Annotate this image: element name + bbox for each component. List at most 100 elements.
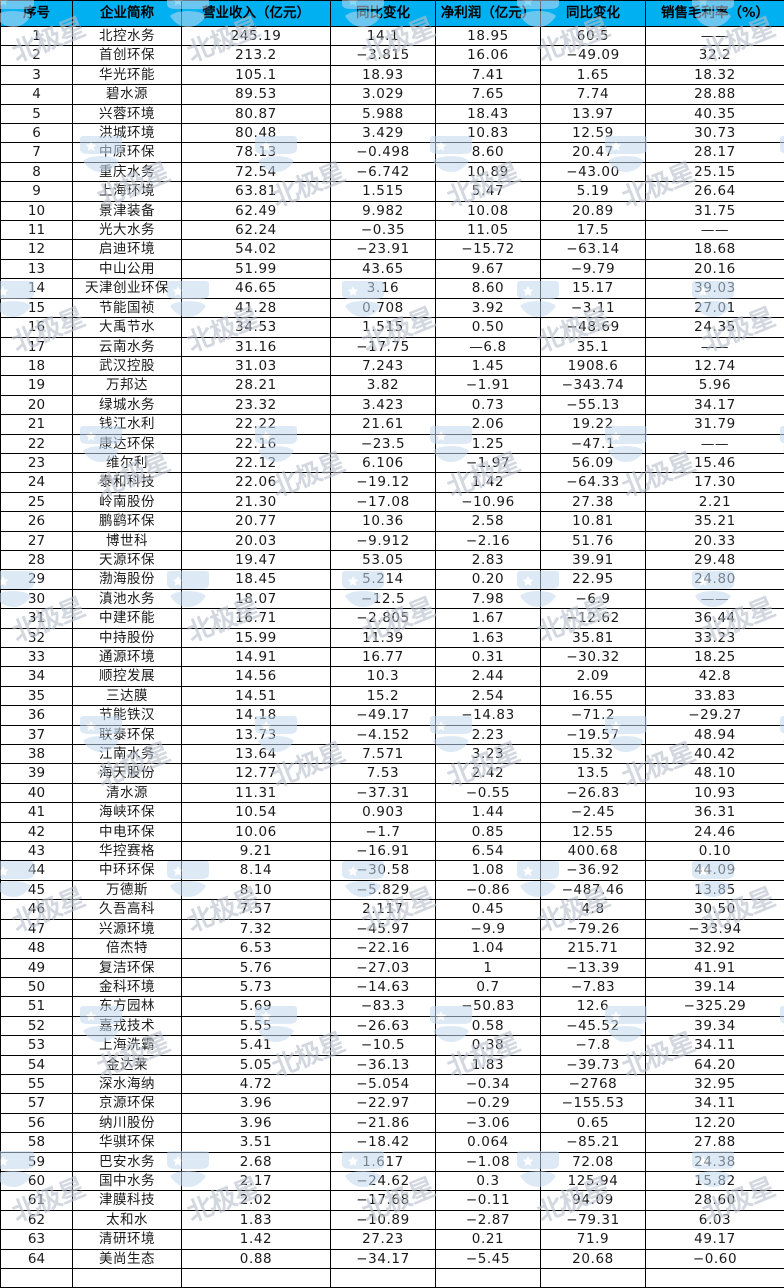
cell-profit-change: 22.95 (541, 570, 646, 589)
cell-net-profit: 1.83 (436, 1055, 541, 1074)
cell-gross-margin: 41.91 (646, 958, 784, 977)
cell-revenue-change: −3.815 (331, 46, 436, 65)
cell-net-profit: −0.11 (436, 1191, 541, 1210)
cell-company-name: 万德斯 (73, 880, 182, 899)
cell-net-profit: 2.06 (436, 415, 541, 434)
cell-index: 55 (1, 1074, 73, 1093)
cell-index: 3 (1, 65, 73, 84)
cell-profit-change: −9.79 (541, 259, 646, 278)
cell-revenue: 46.65 (182, 279, 331, 298)
cell-profit-change: 20.89 (541, 201, 646, 220)
cell-revenue: 22.06 (182, 473, 331, 492)
cell-company-name: 洪城环境 (73, 124, 182, 143)
cell-revenue-change: 16.77 (331, 648, 436, 667)
cell-revenue-change: 18.93 (331, 65, 436, 84)
cell-revenue: 22.16 (182, 434, 331, 453)
cell-net-profit: 1.08 (436, 861, 541, 880)
cell-revenue: 28.21 (182, 376, 331, 395)
cell-gross-margin: 17.30 (646, 473, 784, 492)
cell-net-profit: 3.23 (436, 745, 541, 764)
cell-company-name: 金达莱 (73, 1055, 182, 1074)
cell-company-name: 中建环能 (73, 609, 182, 628)
cell-profit-change: 27.38 (541, 492, 646, 511)
cell-revenue: 22.22 (182, 415, 331, 434)
cell-revenue: 78.13 (182, 143, 331, 162)
cell-gross-margin: 39.03 (646, 279, 784, 298)
cell-revenue: 89.53 (182, 85, 331, 104)
cell-gross-margin: −0.60 (646, 1249, 784, 1268)
cell-profit-change: 56.09 (541, 453, 646, 472)
cell-net-profit: 7.65 (436, 85, 541, 104)
column-header-gross-margin: 销售毛利率（%） (646, 1, 784, 27)
cell-gross-margin: 31.79 (646, 415, 784, 434)
cell-gross-margin: 12.74 (646, 356, 784, 375)
cell-gross-margin: 33.83 (646, 686, 784, 705)
cell-gross-margin: 33.23 (646, 628, 784, 647)
